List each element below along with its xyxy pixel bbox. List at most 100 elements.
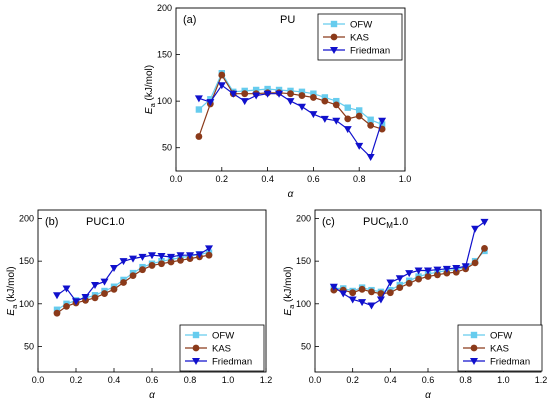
data-point-friedman bbox=[206, 99, 215, 107]
x-tick-label: 0.2 bbox=[70, 375, 83, 385]
chart-panel-3: 0.0 0.2 0.4 0.6 0.8 1.0 1.2 50 100 150 200 α Ea (kJ/… bbox=[283, 209, 547, 401]
data-point-ofw bbox=[195, 106, 203, 113]
x-tick-label: 0.0 bbox=[309, 375, 322, 385]
data-point-kas bbox=[298, 92, 306, 99]
data-point-friedman bbox=[194, 95, 203, 103]
data-point-friedman bbox=[414, 267, 423, 275]
data-point-friedman bbox=[186, 252, 194, 260]
data-point-ofw bbox=[310, 90, 317, 97]
data-point-kas bbox=[218, 71, 226, 79]
data-point-friedman bbox=[176, 252, 185, 260]
x-tick-label: 0.8 bbox=[459, 375, 472, 385]
data-point-friedman bbox=[167, 253, 175, 261]
data-point-kas bbox=[349, 289, 357, 297]
series-line-kas bbox=[56, 254, 210, 314]
y-axis-unit: (kJ/mol) bbox=[144, 65, 155, 103]
data-point-kas bbox=[481, 244, 488, 252]
chart-panel-1: 0.0 0.2 0.4 0.6 0.8 1.0 50 100 150 200 α Ea (kJ/mol… bbox=[144, 3, 411, 200]
data-point-friedman bbox=[332, 117, 341, 125]
data-point-ofw bbox=[344, 104, 351, 111]
panel-title-main: PUC bbox=[363, 216, 386, 228]
data-point-kas bbox=[415, 275, 422, 283]
panel-title-main: PUC1.0 bbox=[86, 216, 125, 228]
panel-label: (a) bbox=[183, 14, 196, 26]
data-point-friedman bbox=[309, 111, 318, 119]
x-axis-label: α bbox=[149, 390, 155, 401]
legend-label: KAS bbox=[490, 344, 509, 355]
data-point-kas bbox=[195, 133, 203, 140]
data-point-friedman bbox=[355, 142, 364, 150]
y-axis-symbol: E bbox=[6, 309, 17, 316]
data-point-kas bbox=[368, 288, 375, 296]
data-point-kas bbox=[63, 302, 70, 310]
data-point-kas bbox=[158, 260, 165, 268]
data-point-kas bbox=[241, 90, 249, 98]
data-point-kas bbox=[344, 115, 352, 123]
data-point-friedman bbox=[275, 90, 284, 98]
y-tick-label: 100 bbox=[19, 299, 34, 309]
data-point-kas bbox=[424, 273, 432, 280]
series-kas bbox=[53, 251, 213, 317]
data-point-kas bbox=[91, 294, 99, 302]
panel-title-main: PU bbox=[280, 14, 295, 26]
data-point-friedman bbox=[329, 283, 338, 291]
data-point-kas bbox=[358, 285, 366, 293]
y-axis-label: Ea (kJ/mol) bbox=[283, 266, 296, 315]
legend: OFW KAS Friedman bbox=[179, 324, 265, 372]
y-axis-subscript: a bbox=[148, 102, 157, 107]
data-point-kas bbox=[434, 271, 441, 279]
series-friedman bbox=[329, 218, 489, 310]
legend-label: Friedman bbox=[490, 357, 530, 368]
data-point-friedman bbox=[138, 253, 147, 261]
data-point-friedman bbox=[358, 299, 367, 307]
data-point-friedman bbox=[205, 245, 213, 253]
data-point-kas bbox=[367, 121, 375, 129]
x-tick-label: 0.6 bbox=[307, 174, 320, 184]
y-axis-subscript: a bbox=[10, 304, 19, 309]
legend-marker-kas bbox=[330, 33, 338, 41]
data-point-kas bbox=[332, 101, 340, 109]
legend-marker-friedman bbox=[470, 358, 478, 365]
data-point-friedman bbox=[229, 90, 238, 98]
data-point-kas bbox=[205, 251, 213, 259]
data-point-friedman bbox=[252, 92, 261, 100]
data-point-kas bbox=[139, 266, 146, 274]
y-tick-label: 150 bbox=[157, 50, 172, 60]
y-axis-symbol: E bbox=[283, 309, 294, 316]
y-tick-label: 150 bbox=[296, 256, 311, 266]
x-axis-label: α bbox=[288, 189, 294, 200]
data-point-friedman bbox=[62, 285, 71, 293]
series-line-kas bbox=[198, 73, 383, 137]
y-tick-label: 200 bbox=[296, 214, 311, 224]
data-point-friedman bbox=[53, 292, 61, 300]
data-point-friedman bbox=[119, 258, 128, 266]
y-axis-subscript: a bbox=[287, 304, 296, 309]
x-tick-label: 0.2 bbox=[216, 174, 229, 184]
data-point-ofw bbox=[333, 97, 340, 105]
data-point-ofw bbox=[53, 306, 61, 313]
legend-label: OFW bbox=[490, 331, 512, 342]
data-point-friedman bbox=[480, 218, 489, 226]
x-tick-label: 0.4 bbox=[108, 375, 121, 385]
x-tick-label: 0.8 bbox=[184, 375, 197, 385]
data-point-friedman bbox=[297, 103, 306, 111]
data-point-friedman bbox=[339, 290, 348, 298]
data-point-friedman bbox=[367, 302, 376, 310]
y-tick-label: 50 bbox=[162, 143, 172, 153]
data-point-friedman bbox=[395, 275, 404, 283]
x-tick-label: 0.0 bbox=[170, 174, 183, 184]
data-point-friedman bbox=[386, 279, 395, 287]
legend-label: KAS bbox=[212, 344, 231, 355]
series-friedman bbox=[194, 82, 387, 162]
data-point-friedman bbox=[110, 264, 118, 272]
data-point-friedman bbox=[157, 253, 166, 261]
data-point-kas bbox=[287, 90, 294, 98]
data-point-kas bbox=[101, 290, 108, 297]
series-line-friedman bbox=[333, 221, 485, 307]
x-tick-label: 1.0 bbox=[222, 375, 235, 385]
data-point-friedman bbox=[366, 154, 375, 162]
data-point-kas bbox=[405, 279, 413, 287]
data-point-kas bbox=[110, 285, 118, 293]
series-kas bbox=[330, 244, 488, 297]
